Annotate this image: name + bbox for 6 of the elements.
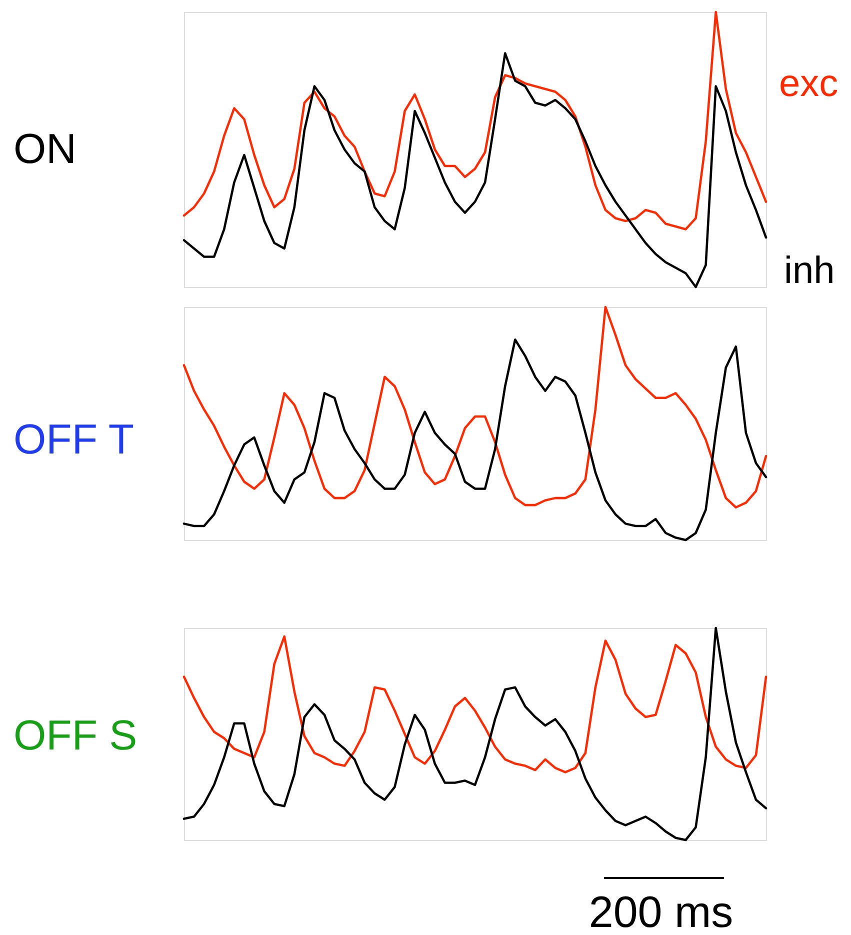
text: OFF S xyxy=(14,712,138,759)
text: OFF T xyxy=(14,415,134,462)
series-label: exc xyxy=(779,63,838,105)
text: ON xyxy=(14,125,76,172)
series-label: inh xyxy=(784,250,835,292)
text: 200 ms xyxy=(588,888,734,935)
